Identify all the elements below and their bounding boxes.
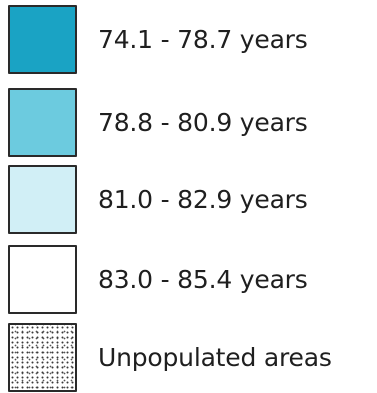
legend-item-83-85: 83.0 - 85.4 years	[8, 244, 377, 314]
legend-label: 81.0 - 82.9 years	[98, 184, 308, 214]
legend-item-81-82: 81.0 - 82.9 years	[8, 164, 377, 234]
legend-swatch	[8, 244, 77, 314]
legend-item-unpopulated: Unpopulated areas	[8, 322, 377, 392]
legend-item-78-80: 78.8 - 80.9 years	[8, 87, 377, 157]
legend-item-74-78: 74.1 - 78.7 years	[8, 4, 377, 74]
legend-label: 78.8 - 80.9 years	[98, 107, 308, 137]
legend-swatch	[8, 164, 77, 234]
legend-label: 74.1 - 78.7 years	[98, 24, 308, 54]
stipple-pattern-swatch	[8, 322, 77, 392]
legend-label: 83.0 - 85.4 years	[98, 264, 308, 294]
legend-label: Unpopulated areas	[98, 342, 332, 372]
legend-swatch	[8, 87, 77, 157]
legend-swatch	[8, 4, 77, 74]
